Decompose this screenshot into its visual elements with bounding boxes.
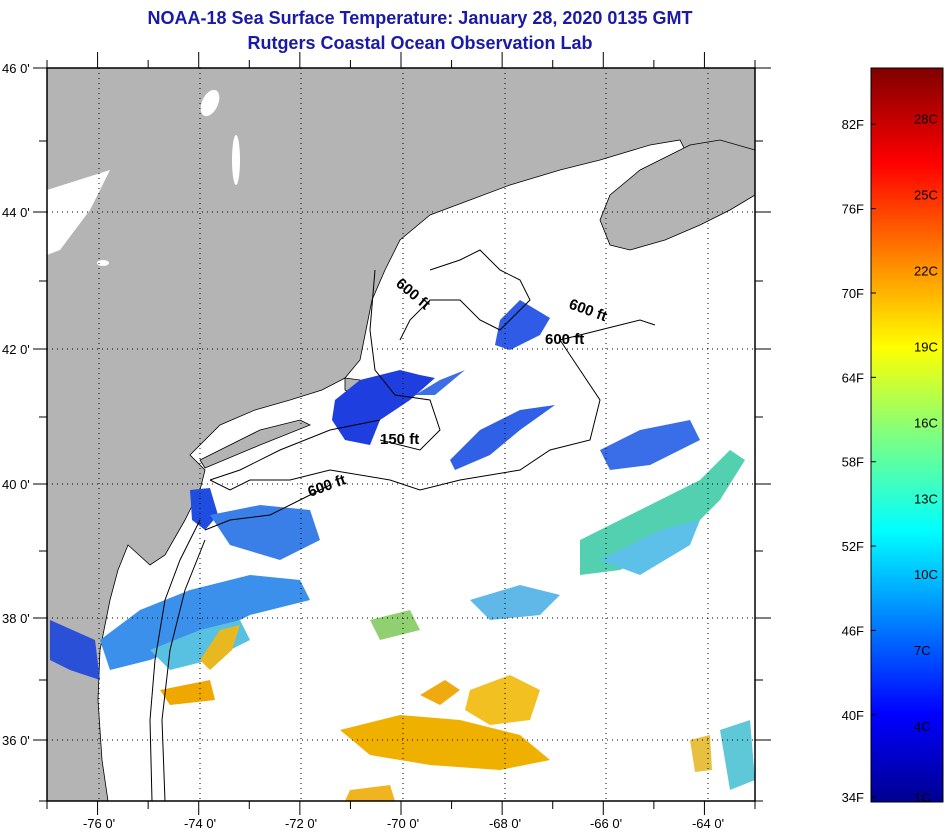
lon-label: -72 0' bbox=[285, 816, 317, 831]
map-subtitle: Rutgers Coastal Ocean Observation Lab bbox=[247, 33, 593, 53]
lat-label: 38 0' bbox=[2, 611, 30, 626]
colorbar-c-label: 19C bbox=[914, 339, 938, 354]
lon-label: -66 0' bbox=[590, 816, 622, 831]
inland-lakes bbox=[47, 89, 240, 266]
lat-label: 46 0' bbox=[2, 61, 30, 76]
lat-label: 36 0' bbox=[2, 733, 30, 748]
depth-contours bbox=[149, 249, 656, 801]
colorbar bbox=[870, 67, 944, 803]
colorbar-f-label: 52F bbox=[842, 539, 864, 554]
colorbar-c-label: 28C bbox=[914, 112, 938, 127]
colorbar-c-label: 25C bbox=[914, 188, 938, 203]
axis-ticks bbox=[33, 52, 771, 815]
lon-label: -74 0' bbox=[184, 816, 216, 831]
land-north-america bbox=[47, 68, 755, 801]
land-long-island bbox=[199, 419, 311, 469]
lon-label: -76 0' bbox=[83, 816, 115, 831]
colorbar-f-label: 40F bbox=[842, 708, 864, 723]
lat-axis: 46 0' 44 0' 42 0' 40 0' 38 0' 36 0' bbox=[2, 61, 30, 748]
colorbar-f-label: 76F bbox=[842, 202, 864, 217]
land-nova-scotia bbox=[599, 139, 755, 251]
colorbar-c-label: 10C bbox=[914, 567, 938, 582]
colorbar-f-label: 34F bbox=[842, 790, 864, 805]
sst-data bbox=[50, 300, 755, 801]
lat-label: 44 0' bbox=[2, 205, 30, 220]
colorbar-c-label: 1C bbox=[914, 790, 931, 805]
colorbar-c-label: 13C bbox=[914, 491, 938, 506]
colorbar-c-label: 16C bbox=[914, 415, 938, 430]
colorbar-f-label: 58F bbox=[842, 455, 864, 470]
lat-label: 40 0' bbox=[2, 477, 30, 492]
colorbar-c-label: 4C bbox=[914, 719, 931, 734]
lon-label: -64 0' bbox=[692, 816, 724, 831]
colorbar-f-label: 46F bbox=[842, 623, 864, 638]
colorbar-f-label: 70F bbox=[842, 286, 864, 301]
lat-label: 42 0' bbox=[2, 342, 30, 357]
lon-label: -68 0' bbox=[489, 816, 521, 831]
graticule bbox=[47, 68, 755, 801]
contour-label: 150 ft bbox=[380, 431, 419, 448]
colorbar-f-label: 64F bbox=[842, 370, 864, 385]
contour-label: 600 ft bbox=[545, 331, 584, 348]
map-title: NOAA-18 Sea Surface Temperature: January… bbox=[147, 8, 693, 28]
colorbar-c-label: 7C bbox=[914, 643, 931, 658]
colorbar-f-label: 82F bbox=[842, 117, 864, 132]
lon-axis: -76 0' -74 0' -72 0' -70 0' -68 0' -66 0… bbox=[83, 816, 724, 831]
colorbar-f-labels: 82F 76F 70F 64F 58F 52F 46F 40F 34F bbox=[842, 117, 876, 805]
colorbar-c-label: 22C bbox=[914, 263, 938, 278]
colorbar-c-labels: 28C 25C 22C 19C 16C 13C 10C 7C 4C 1C bbox=[914, 112, 938, 805]
lon-label: -70 0' bbox=[387, 816, 419, 831]
